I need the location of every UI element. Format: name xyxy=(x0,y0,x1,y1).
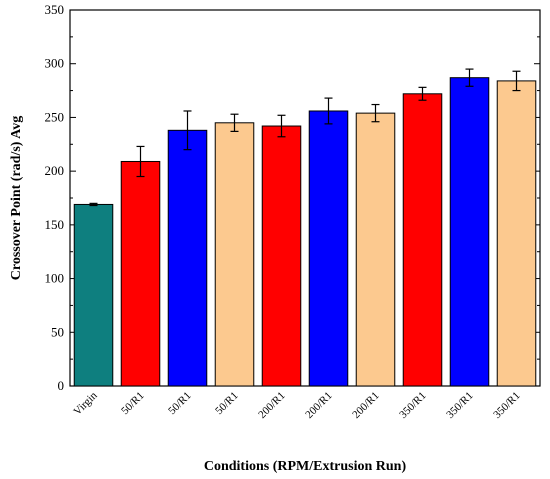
x-category-label: 350/R1 xyxy=(444,390,475,421)
bar-5 xyxy=(261,125,302,387)
y-tick-label: 200 xyxy=(45,163,65,178)
x-category-label: 50/R1 xyxy=(213,390,241,418)
y-tick-label: 50 xyxy=(51,324,64,339)
bar-9 xyxy=(449,77,490,387)
y-tick-label: 350 xyxy=(45,2,65,17)
x-category-label: 350/R1 xyxy=(397,390,428,421)
x-category-label: 200/R1 xyxy=(256,390,287,421)
y-axis: 0 50 100 150 200 250 300 350 xyxy=(45,2,540,393)
y-tick-label: 300 xyxy=(45,56,65,71)
bar-2 xyxy=(120,160,161,387)
x-category-label: 50/R1 xyxy=(166,390,194,418)
bar-8 xyxy=(402,93,443,387)
x-axis-categories: Virgin 50/R1 50/R1 50/R1 200/R1 200/R1 200/R1 3… xyxy=(71,389,522,421)
x-category-label: 350/R1 xyxy=(491,390,522,421)
bar-4 xyxy=(214,122,255,387)
bar-3 xyxy=(167,129,208,387)
bar-7 xyxy=(355,112,396,387)
y-tick-label: 0 xyxy=(58,378,65,393)
x-category-label: 50/R1 xyxy=(119,390,147,418)
y-axis-title: Crossover Point (rad/s) Avg xyxy=(9,116,24,281)
y-tick-label: 100 xyxy=(45,271,65,286)
bar-6 xyxy=(308,110,349,387)
bar-10 xyxy=(496,80,537,387)
x-category-label: 200/R1 xyxy=(350,390,381,421)
bar-1 xyxy=(73,203,114,387)
y-tick-label: 250 xyxy=(45,109,65,124)
x-axis-title: Conditions (RPM/Extrusion Run) xyxy=(204,459,407,474)
bars xyxy=(73,68,537,387)
x-category-label: 200/R1 xyxy=(303,390,334,421)
x-category-label: Virgin xyxy=(71,389,100,418)
y-tick-label: 150 xyxy=(45,217,65,232)
